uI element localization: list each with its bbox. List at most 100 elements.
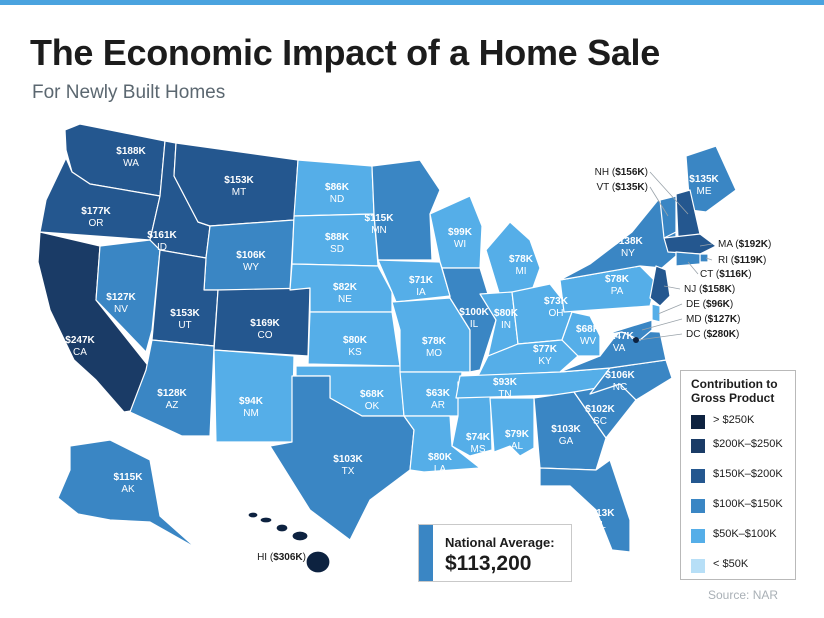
state-abbr: UT <box>178 320 191 331</box>
state-ia <box>377 259 451 303</box>
callout-line <box>705 257 713 261</box>
state-value: $99K <box>448 227 473 238</box>
state-abbr: MN <box>371 225 387 236</box>
state-value: $78K <box>605 274 630 285</box>
state-value: $78K <box>509 254 534 265</box>
legend-swatch <box>691 415 705 429</box>
state-value: $103K <box>551 424 581 435</box>
state-value: $82K <box>333 282 358 293</box>
state-abbr: TX <box>342 466 355 477</box>
state-value: $68K <box>576 324 601 335</box>
legend-title: Contribution to Gross Product <box>691 377 778 405</box>
legend-item: $100K–$150K <box>691 497 791 527</box>
state-value: $106K <box>236 250 266 261</box>
state-value: $68K <box>360 389 385 400</box>
legend-item: > $250K <box>691 413 791 443</box>
state-abbr: AL <box>511 441 524 452</box>
state-fl <box>539 459 631 553</box>
state-abbr: NM <box>243 408 259 419</box>
legend-swatch <box>691 559 705 573</box>
state-abbr: AZ <box>166 400 179 411</box>
state-value: $86K <box>325 182 350 193</box>
state-la <box>403 415 481 473</box>
legend-item: $50K–$100K <box>691 527 791 557</box>
state-value: $63K <box>426 388 451 399</box>
state-value: $74K <box>466 432 491 443</box>
state-nj <box>649 265 671 307</box>
state-abbr: WV <box>580 336 596 347</box>
legend-swatch <box>691 469 705 483</box>
state-hi-island <box>291 530 309 542</box>
state-abbr: FL <box>594 520 606 531</box>
state-abbr: IN <box>501 320 511 331</box>
state-abbr: AK <box>121 484 135 495</box>
state-value: $128K <box>157 388 187 399</box>
state-value: $77K <box>533 344 558 355</box>
callout-label-de: DE ($96K) <box>686 299 733 310</box>
national-average-box: National Average: $113,200 <box>418 524 572 582</box>
callout-label-vt: VT ($135K) <box>596 182 648 193</box>
state-hi-island <box>275 523 289 533</box>
state-value: $103K <box>333 454 363 465</box>
state-value: $127K <box>106 292 136 303</box>
state-value: $88K <box>325 232 350 243</box>
state-abbr: NE <box>338 294 352 305</box>
state-value: $93K <box>493 377 518 388</box>
source-note: Source: NAR <box>708 588 779 602</box>
state-value: $135K <box>689 174 719 185</box>
state-abbr: OK <box>365 401 380 412</box>
state-abbr: PA <box>611 286 624 297</box>
state-value: $161K <box>147 230 177 241</box>
callout-line <box>657 303 683 315</box>
state-ga <box>533 391 607 471</box>
page-title: The Economic Impact of a Home Sale <box>30 32 660 73</box>
legend-swatch <box>691 439 705 453</box>
callout-line <box>699 243 713 247</box>
state-hi-island <box>247 511 259 519</box>
state-value: $188K <box>116 146 146 157</box>
national-average-accent <box>419 525 433 581</box>
state-value: $113K <box>586 508 616 519</box>
state-hi-island <box>305 550 331 574</box>
callout-leader-lines <box>637 171 713 341</box>
state-value: $177K <box>81 206 111 217</box>
callout-line <box>641 318 683 331</box>
state-value: $78K <box>422 336 447 347</box>
state-abbr: LA <box>434 464 447 475</box>
callout-label-dc: DC ($280K) <box>686 329 739 340</box>
state-abbr: NV <box>114 304 128 315</box>
state-or <box>39 157 161 241</box>
callout-line <box>649 171 689 215</box>
legend-label: $50K–$100K <box>713 528 777 540</box>
state-abbr: OH <box>549 308 564 319</box>
state-value: $80K <box>428 452 453 463</box>
state-value: $138K <box>613 236 643 247</box>
state-value: $169K <box>250 318 280 329</box>
state-mn <box>371 159 441 261</box>
legend-swatch <box>691 529 705 543</box>
state-ma <box>663 233 717 255</box>
page-subtitle: For Newly Built Homes <box>32 82 226 103</box>
callout-label-ma: MA ($192K) <box>718 239 771 250</box>
national-average-label: National Average: <box>445 535 555 550</box>
state-value: $115K <box>114 472 144 483</box>
state-abbr: SC <box>593 416 607 427</box>
legend-item: $200K–$250K <box>691 437 791 467</box>
state-ct <box>675 251 701 267</box>
dc-marker <box>633 337 639 343</box>
state-hi-island <box>259 516 273 524</box>
state-de <box>651 303 661 323</box>
state-ak <box>57 439 197 549</box>
callout-label-nh: NH ($156K) <box>595 167 648 178</box>
legend-label: $100K–$150K <box>713 498 783 510</box>
callout-label-ct: CT ($116K) <box>700 269 752 280</box>
state-abbr: MO <box>426 348 442 359</box>
state-abbr: ME <box>697 186 712 197</box>
state-value: $115K <box>365 213 395 224</box>
state-shapes <box>37 123 737 574</box>
callout-label-nj: NJ ($158K) <box>684 284 735 295</box>
state-abbr: KS <box>348 347 362 358</box>
state-abbr: CA <box>73 347 87 358</box>
top-accent-bar <box>0 0 824 5</box>
